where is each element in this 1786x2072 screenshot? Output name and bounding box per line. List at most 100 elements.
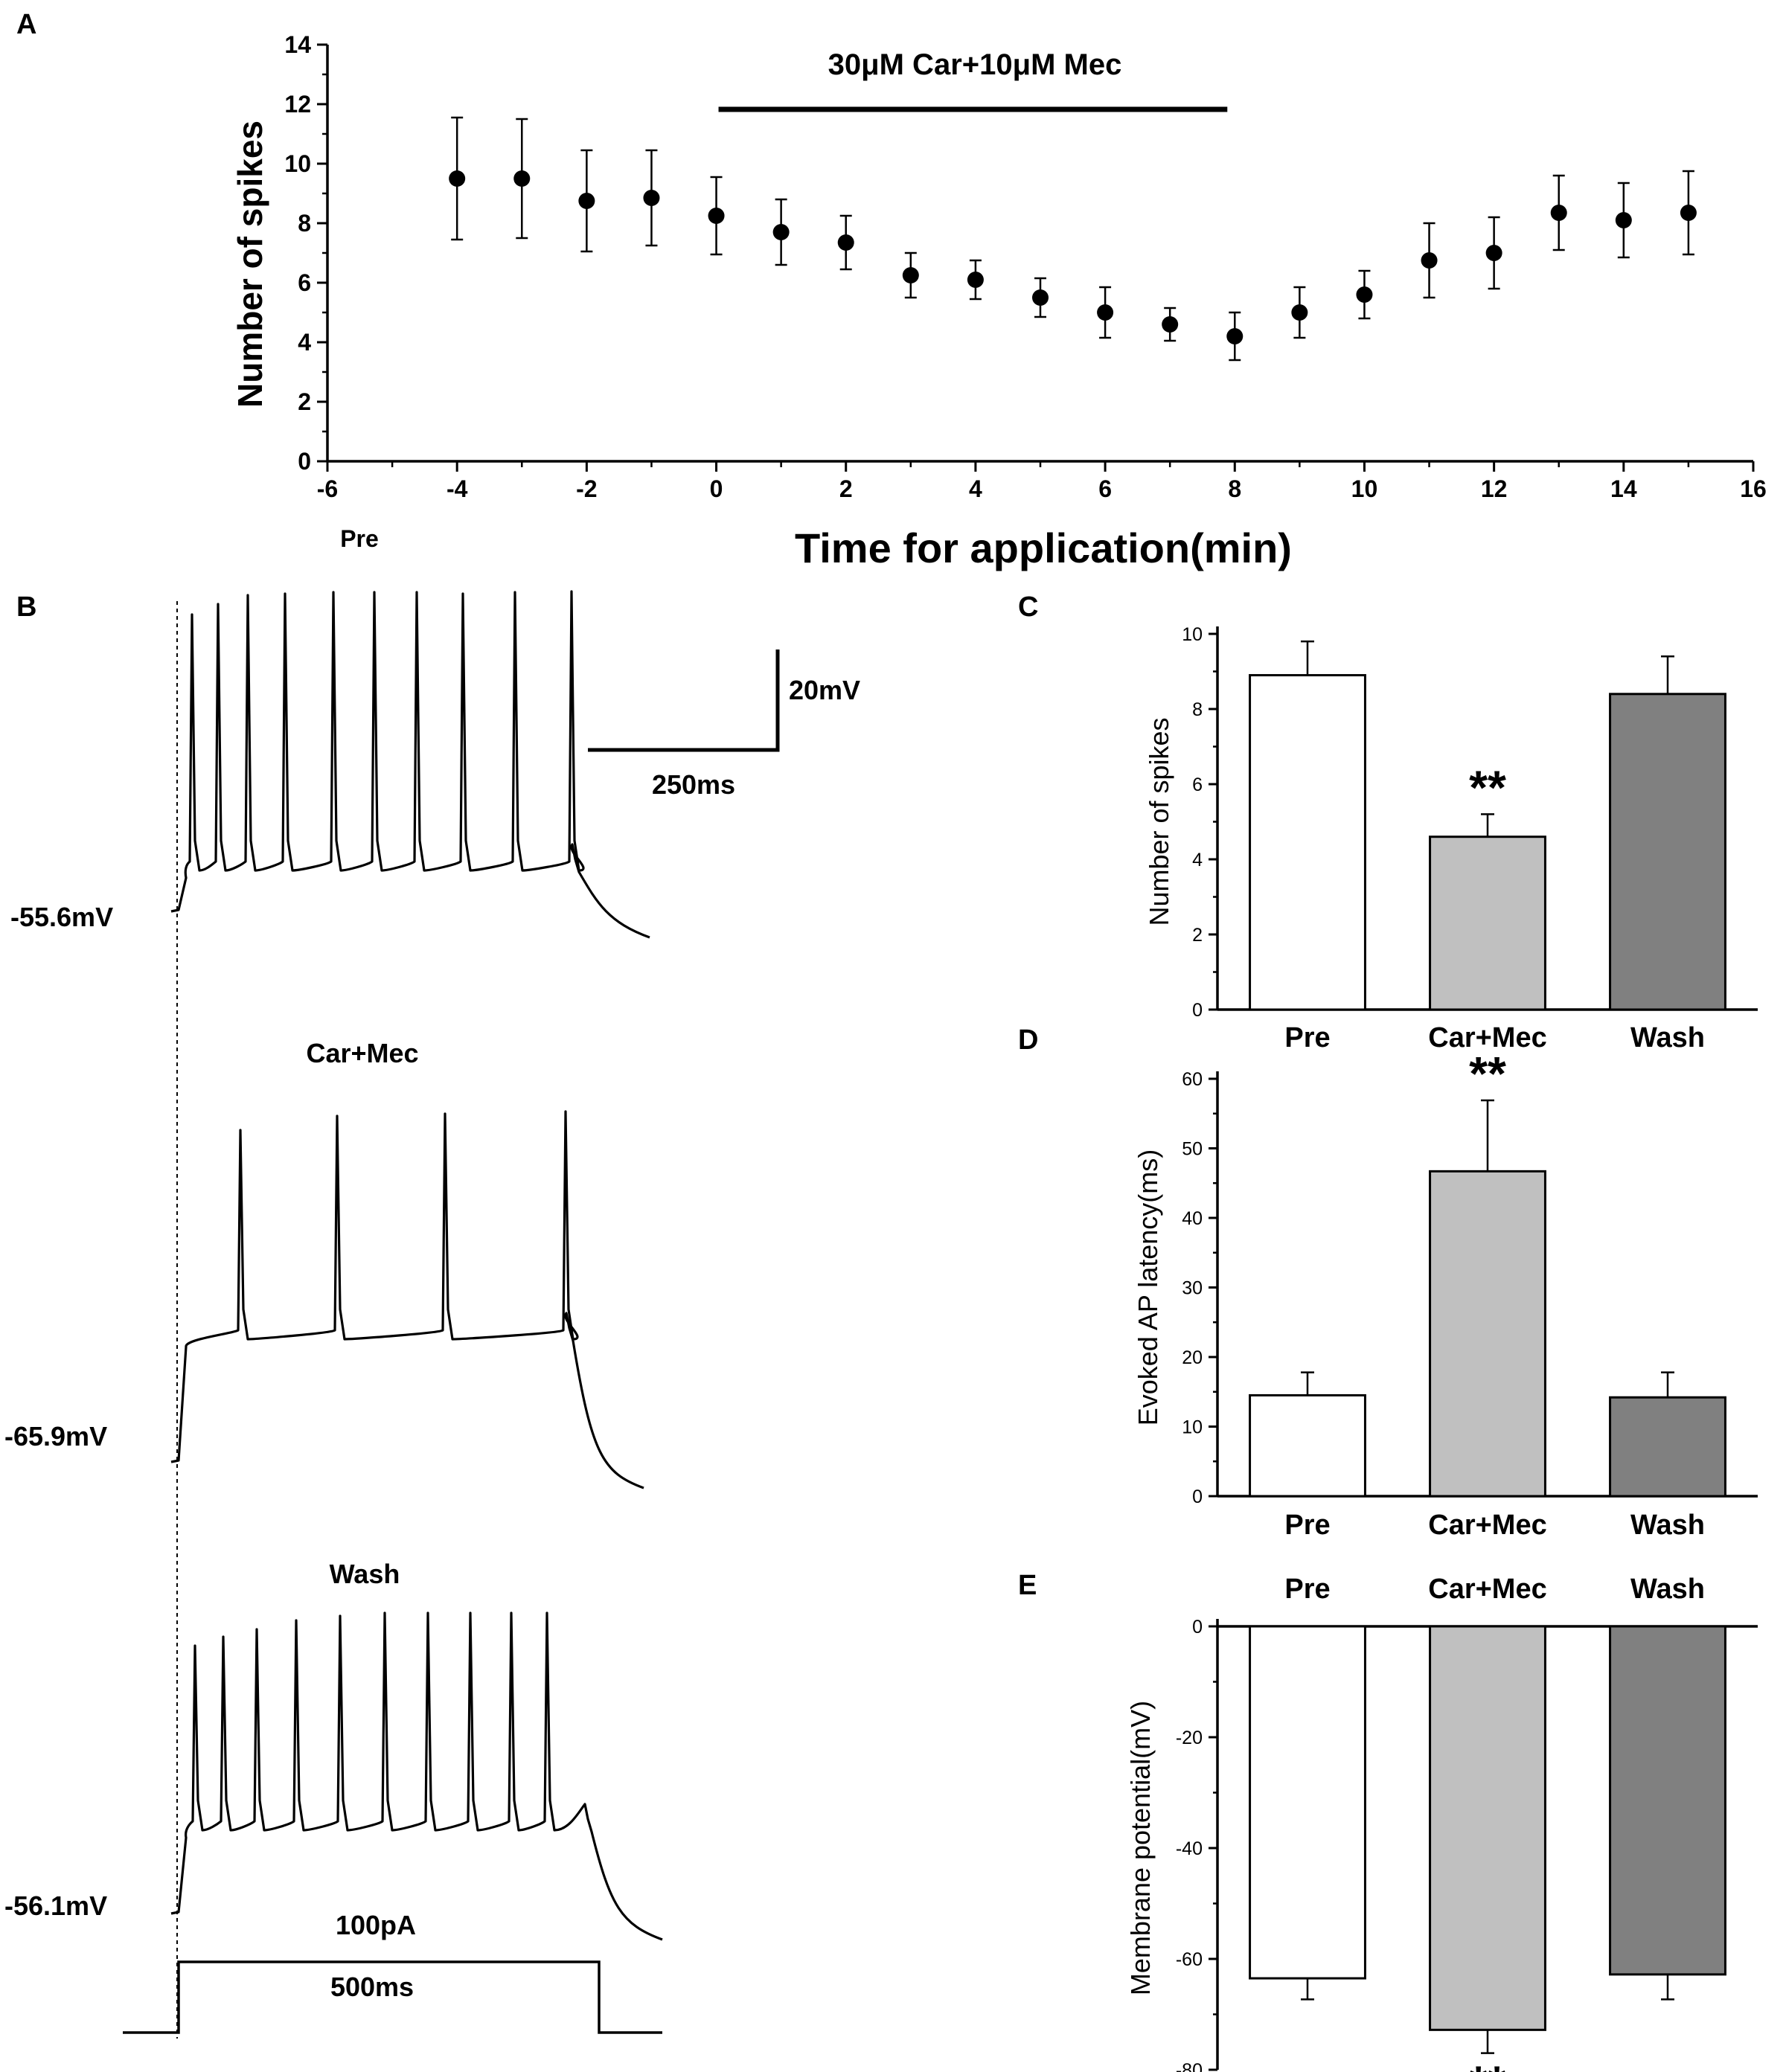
bar (1429, 1170, 1546, 1498)
data-point-group (902, 251, 919, 299)
resting-potential-wash: -56.1mV (4, 1890, 107, 1921)
category-label: Car+Mec (1428, 1574, 1546, 1605)
y-tick-label: 50 (1182, 1139, 1203, 1160)
bar (1609, 1396, 1726, 1498)
data-point (967, 272, 984, 288)
data-point (1680, 205, 1697, 221)
y-axis-title: Number of spikes (1144, 717, 1174, 926)
data-point (1226, 328, 1244, 344)
x-tick-label: 16 (1740, 475, 1767, 502)
data-point-group (772, 198, 790, 266)
data-point (772, 224, 790, 240)
data-point-group (513, 118, 531, 240)
stimulus-amplitude: 100pA (336, 1910, 416, 1940)
data-point-group (837, 214, 854, 271)
scale-bar (588, 649, 780, 752)
stimulus-step (123, 1960, 662, 2034)
y-tick-label: 10 (1182, 624, 1203, 645)
panel-c-chart: 0 2 4 6 8 10 Pre Car+Mec ** Wash Number of spikes (1144, 624, 1758, 1053)
data-point (837, 234, 854, 251)
data-point-group (1550, 174, 1567, 251)
data-point-group (1032, 277, 1049, 318)
y-tick-label: 20 (1182, 1347, 1203, 1368)
pre-label: Pre (340, 525, 379, 552)
y-tick-label: 30 (1182, 1278, 1203, 1299)
data-point-group (449, 116, 466, 241)
panel-b-traces: -55.6mV -65.9mV -56.1mV Car+Mec Wash 20m… (4, 590, 860, 2039)
y-tick-label: 4 (298, 329, 311, 356)
y-tick-label: 6 (298, 269, 311, 296)
trace-wash (170, 1611, 663, 1941)
x-tick-label: 14 (1610, 475, 1637, 502)
category-label: Wash (1630, 1510, 1705, 1541)
y-tick-label: 12 (284, 91, 311, 118)
x-tick-label: 12 (1481, 475, 1508, 502)
bar (1249, 1393, 1366, 1498)
data-point-group (1615, 182, 1632, 259)
data-point-group (1291, 286, 1308, 339)
panel-label-b: B (16, 591, 36, 623)
y-tick-label: -80 (1176, 2060, 1203, 2072)
data-point-group (708, 176, 725, 256)
significance-marker: ** (1469, 2056, 1506, 2072)
y-tick-label: 0 (1192, 1617, 1203, 1638)
x-tick-label: -6 (317, 475, 338, 502)
x-axis-title: Time for application(min) (795, 525, 1292, 571)
data-point (1032, 289, 1049, 306)
data-point-group (967, 259, 984, 301)
category-label: Wash (1630, 1022, 1705, 1053)
y-tick-label: 40 (1182, 1208, 1203, 1229)
trace-car-mec (170, 1110, 644, 1489)
data-point-group (1680, 170, 1697, 256)
x-tick-label: -2 (576, 475, 597, 502)
y-tick-label: -20 (1176, 1728, 1203, 1748)
x-tick-label: 6 (1098, 475, 1112, 502)
y-axis-title: Evoked AP latency(ms) (1133, 1149, 1163, 1426)
data-point-group (1097, 286, 1114, 339)
data-point (1162, 316, 1179, 333)
panel-label-c: C (1018, 591, 1038, 623)
panel-label-e: E (1018, 1570, 1037, 1601)
trace-title-car-mec: Car+Mec (306, 1038, 418, 1068)
data-point-group (1356, 269, 1373, 320)
trace-pre (170, 590, 650, 939)
x-tick-label: 10 (1351, 475, 1378, 502)
y-tick-label: 6 (1192, 774, 1203, 795)
category-label: Pre (1284, 1574, 1330, 1605)
category-label: Pre (1284, 1510, 1330, 1541)
data-point (1421, 252, 1438, 269)
x-tick-label: 4 (969, 475, 982, 502)
data-point-group (578, 149, 595, 253)
data-point (1615, 212, 1632, 228)
y-tick-label: 0 (298, 448, 311, 475)
panel-d-chart: 0 10 20 30 40 50 60 Pre Car+Mec ** Wash Evoked AP l… (1133, 1047, 1758, 1541)
data-point (1550, 205, 1567, 221)
bar (1609, 693, 1726, 1011)
resting-potential-pre: -55.6mV (10, 902, 113, 932)
trace-title-wash: Wash (330, 1559, 400, 1589)
x-tick-label: 0 (710, 475, 723, 502)
y-tick-label: -60 (1176, 1949, 1203, 1970)
x-tick-label: -4 (446, 475, 468, 502)
y-axis-title: Membrane potential(mV) (1125, 1701, 1156, 1995)
bar (1429, 835, 1546, 1011)
category-label: Wash (1630, 1574, 1705, 1605)
data-point (1485, 245, 1502, 261)
data-point-group (1162, 307, 1179, 342)
panel-label-d: D (1018, 1024, 1038, 1056)
category-label: Car+Mec (1428, 1510, 1546, 1541)
bar (1249, 674, 1366, 1011)
data-point-group (1226, 311, 1244, 362)
drug-label: 30μM Car+10μM Mec (828, 48, 1122, 81)
x-tick-label: 2 (839, 475, 853, 502)
category-label: Pre (1284, 1022, 1330, 1053)
y-tick-label: 4 (1192, 850, 1203, 870)
y-tick-label: 10 (284, 150, 311, 177)
data-point (578, 193, 595, 209)
y-tick-label: 2 (1192, 925, 1203, 946)
y-tick-label: 14 (284, 31, 311, 58)
bar (1249, 1625, 1366, 1980)
data-point-group (1421, 222, 1438, 299)
data-point (902, 267, 919, 283)
